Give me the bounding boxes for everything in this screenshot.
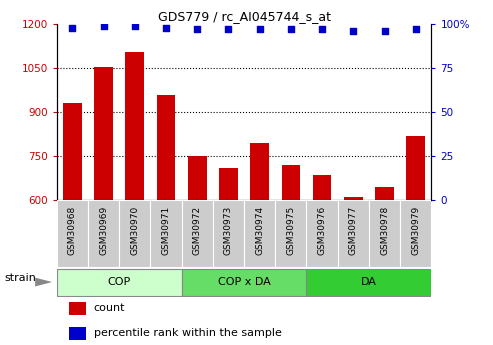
Bar	[250, 143, 269, 345]
Text: GSM30977: GSM30977	[349, 206, 358, 255]
Bar	[369, 200, 400, 267]
Bar	[307, 268, 431, 296]
Bar	[88, 200, 119, 267]
Point	[318, 27, 326, 32]
Text: GSM30972: GSM30972	[193, 206, 202, 255]
Bar	[63, 104, 82, 345]
Text: GSM30976: GSM30976	[317, 206, 326, 255]
Point	[100, 23, 107, 29]
Bar	[94, 67, 113, 345]
Text: percentile rank within the sample: percentile rank within the sample	[94, 328, 282, 338]
Point	[224, 27, 232, 32]
Bar	[57, 268, 181, 296]
Text: DA: DA	[361, 277, 377, 287]
Bar	[125, 52, 144, 345]
Point	[69, 25, 76, 30]
Text: COP x DA: COP x DA	[218, 277, 270, 287]
Bar	[181, 268, 307, 296]
Bar	[69, 302, 86, 315]
Text: GSM30978: GSM30978	[380, 206, 389, 255]
Point	[381, 28, 388, 34]
Bar	[244, 200, 275, 267]
Bar	[57, 200, 88, 267]
Bar	[119, 200, 150, 267]
Bar	[375, 187, 394, 345]
Bar	[69, 327, 86, 340]
Text: GSM30974: GSM30974	[255, 206, 264, 255]
Point	[131, 23, 139, 29]
Bar	[313, 175, 331, 345]
Text: GSM30968: GSM30968	[68, 206, 77, 255]
Bar	[282, 165, 300, 345]
Bar	[188, 156, 207, 345]
Bar	[338, 200, 369, 267]
Bar	[213, 200, 244, 267]
Bar	[150, 200, 181, 267]
Point	[350, 28, 357, 34]
Bar	[157, 95, 176, 345]
Bar	[275, 200, 307, 267]
Bar	[406, 136, 425, 345]
Point	[162, 25, 170, 30]
Title: GDS779 / rc_AI045744_s_at: GDS779 / rc_AI045744_s_at	[158, 10, 330, 23]
Polygon shape	[35, 278, 52, 286]
Point	[287, 27, 295, 32]
Point	[256, 27, 264, 32]
Text: strain: strain	[4, 273, 36, 283]
Text: GSM30973: GSM30973	[224, 206, 233, 255]
Text: GSM30970: GSM30970	[130, 206, 139, 255]
Bar	[181, 200, 213, 267]
Text: count: count	[94, 303, 125, 313]
Text: GSM30969: GSM30969	[99, 206, 108, 255]
Bar	[219, 168, 238, 345]
Point	[412, 27, 420, 32]
Text: GSM30975: GSM30975	[286, 206, 295, 255]
Bar	[400, 200, 431, 267]
Text: GSM30971: GSM30971	[162, 206, 171, 255]
Text: GSM30979: GSM30979	[411, 206, 420, 255]
Point	[193, 27, 201, 32]
Text: COP: COP	[107, 277, 131, 287]
Bar	[307, 200, 338, 267]
Bar	[344, 197, 363, 345]
